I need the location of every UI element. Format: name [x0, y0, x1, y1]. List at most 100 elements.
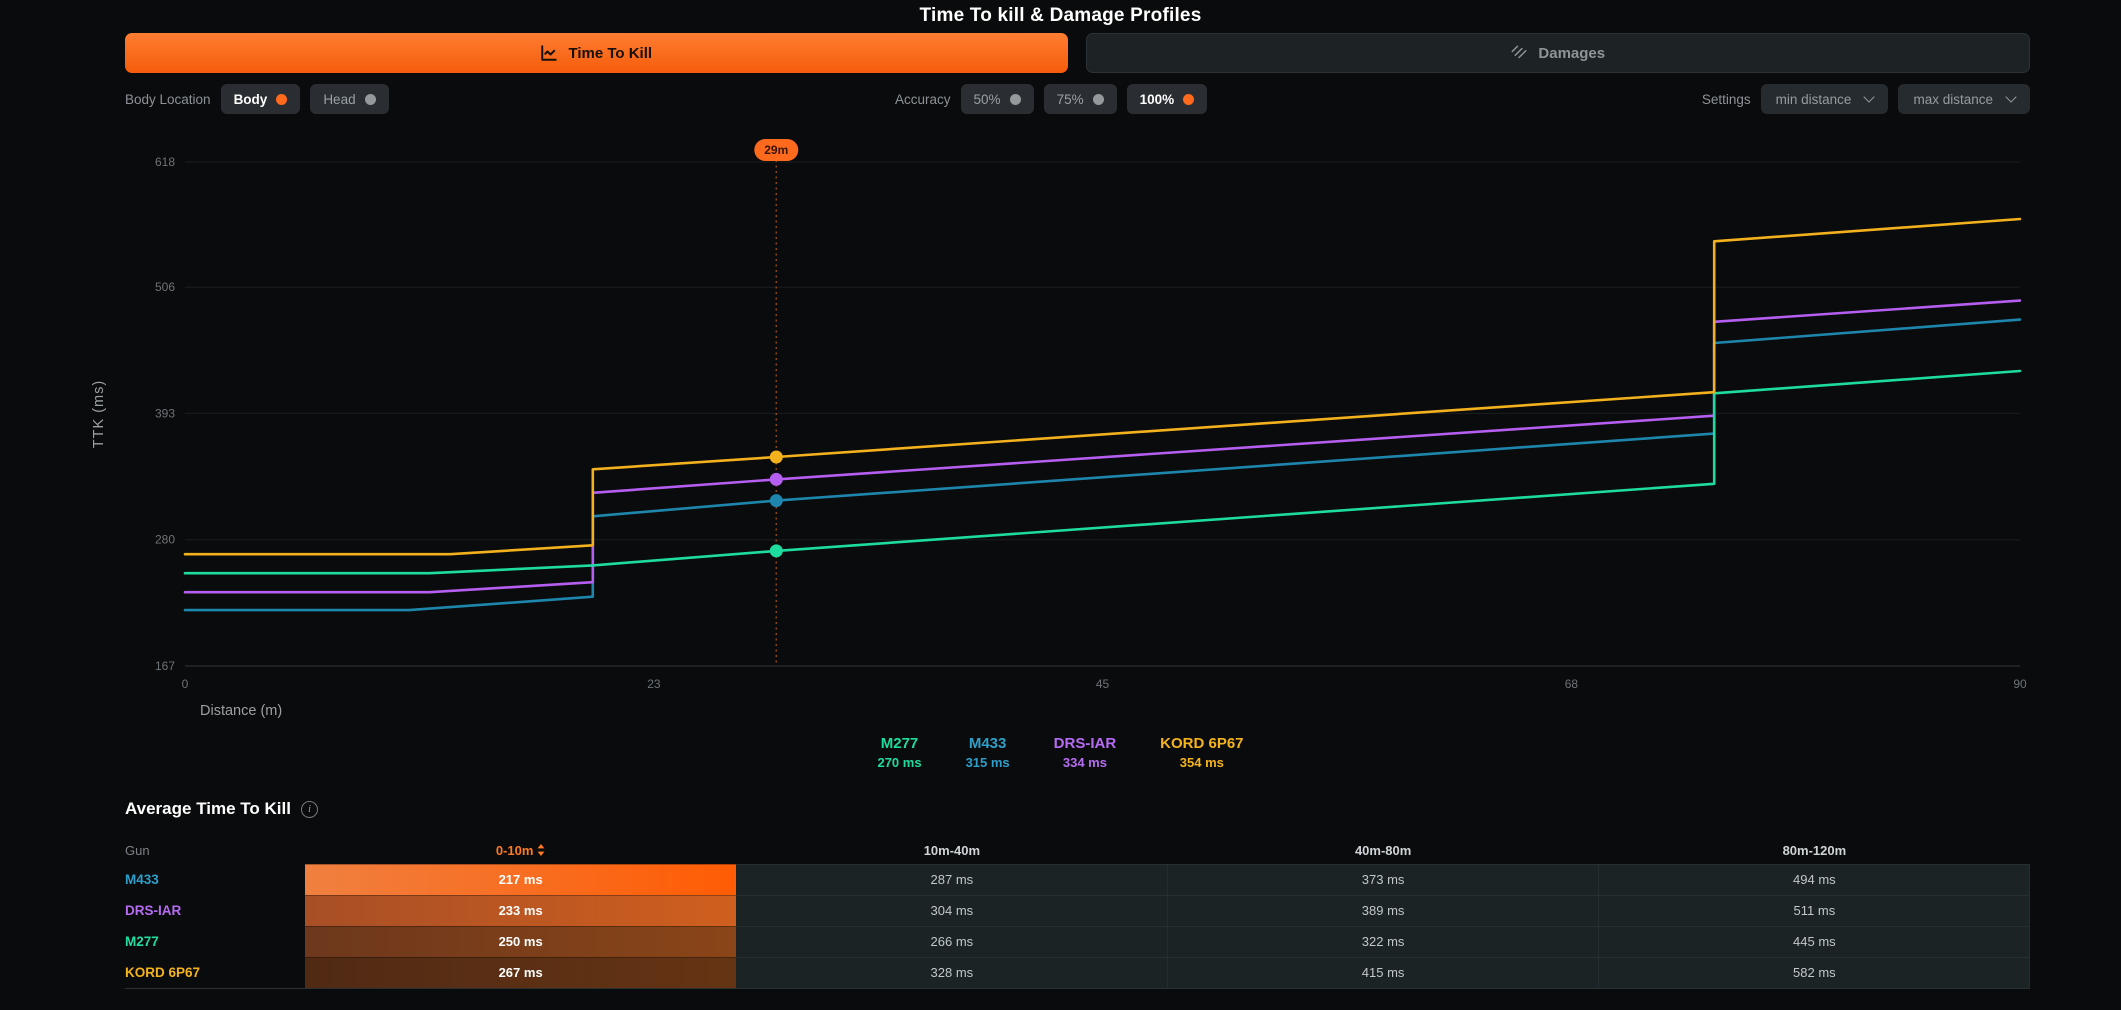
table-title-row: Average Time To Kill i	[125, 799, 2030, 819]
body-location-group: Body Location Body Head	[125, 84, 389, 114]
damage-slashes-icon	[1511, 45, 1527, 59]
controls-row: Body Location Body Head Accuracy 50% 75%…	[0, 84, 2121, 114]
gun-name: DRS-IAR	[125, 903, 182, 918]
table-body: M433 217 ms 287 ms 373 ms 494 ms DRS-IAR…	[125, 864, 2030, 989]
column-header-80m-120m[interactable]: 80m-120m	[1782, 842, 1847, 858]
active-dot-icon	[1183, 93, 1195, 105]
ttk-cell-0-10m: 233 ms	[305, 895, 737, 926]
ttk-cell-10m-40m: 287 ms	[736, 864, 1168, 895]
table-row: M433 217 ms 287 ms 373 ms 494 ms	[125, 864, 2030, 895]
accuracy-75-button[interactable]: 75%	[1043, 84, 1117, 114]
ttk-cell-40m-80m: 415 ms	[1167, 957, 1599, 988]
settings-group: Settings min distance max distance	[1702, 84, 2030, 114]
ttk-cell-10m-40m: 266 ms	[736, 926, 1168, 957]
table-title: Average Time To Kill	[125, 799, 291, 818]
table-row: M277 250 ms 266 ms 322 ms 445 ms	[125, 926, 2030, 957]
chart-line-m277	[183, 369, 2022, 575]
sort-arrows-icon	[538, 844, 545, 856]
accuracy-label: Accuracy	[895, 91, 951, 107]
accuracy-100-button[interactable]: 100%	[1126, 84, 1208, 114]
accuracy-50-label: 50%	[973, 91, 1001, 107]
tab-bar: Time To Kill Damages	[125, 33, 2030, 73]
legend-item-m433: M433 315 ms	[966, 735, 1010, 770]
column-header-10m-40m[interactable]: 10m-40m	[923, 842, 981, 858]
ttk-cell-80m-120m: 511 ms	[1598, 895, 2030, 926]
legend-gun-name: M433	[968, 735, 1007, 752]
y-axis-title: TTK (ms)	[91, 380, 107, 448]
legend-item-m277: M277 270 ms	[877, 735, 921, 770]
chart-line-kord-6p67	[183, 217, 2022, 556]
accuracy-50-button[interactable]: 50%	[960, 84, 1034, 114]
ttk-cell-80m-120m: 582 ms	[1598, 957, 2030, 988]
ttk-cell-10m-40m: 304 ms	[736, 895, 1168, 926]
ttk-cell-0-10m: 267 ms	[305, 957, 737, 988]
y-axis-tick: 167	[155, 659, 175, 673]
chart-point-kord-6p67	[769, 450, 783, 464]
legend-gun-name: M277	[880, 735, 919, 752]
average-ttk-section: Average Time To Kill i Gun 0-10m 10m-40m…	[125, 799, 2030, 989]
chart-point-m433	[769, 494, 783, 508]
body-button-label: Body	[233, 91, 268, 107]
y-axis-tick: 393	[155, 406, 175, 420]
body-location-label: Body Location	[125, 91, 211, 107]
chart-legend: M277 270 ms M433 315 ms DRS-IAR 334 ms K…	[0, 735, 2121, 770]
x-axis-tick: 0	[182, 677, 189, 691]
tab-damages[interactable]: Damages	[1085, 33, 2030, 73]
gun-name: M433	[125, 872, 159, 887]
tab-time-to-kill[interactable]: Time To Kill	[125, 33, 1068, 73]
legend-gun-name: DRS-IAR	[1053, 735, 1117, 752]
legend-gun-value: 270 ms	[877, 755, 922, 770]
chart-point-m277	[769, 544, 783, 558]
max-distance-dropdown[interactable]: max distance	[1898, 84, 2030, 114]
active-dot-icon	[276, 93, 288, 105]
ttk-line-chart[interactable]: 167 280 393 506 618 0 23 45 68 90 TTK (ms) Distance…	[0, 0, 2121, 760]
min-distance-label: min distance	[1775, 91, 1852, 107]
ttk-cell-0-10m: 250 ms	[305, 926, 737, 957]
legend-item-kord-6p67: KORD 6P67 354 ms	[1160, 735, 1243, 770]
ttk-cell-40m-80m: 322 ms	[1167, 926, 1599, 957]
inactive-dot-icon	[1009, 93, 1021, 105]
x-axis-title: Distance (m)	[200, 703, 282, 719]
ttk-cell-80m-120m: 494 ms	[1598, 864, 2030, 895]
table-header-row: Gun 0-10m 10m-40m 40m-80m 80m-120m	[125, 839, 2030, 861]
column-header-0-10m-label: 0-10m	[495, 842, 534, 858]
gun-name: KORD 6P67	[125, 965, 201, 980]
legend-gun-value: 334 ms	[1062, 755, 1107, 770]
distance-marker-label: 29m	[764, 143, 788, 157]
ttk-cell-10m-40m: 328 ms	[736, 957, 1168, 988]
legend-gun-value: 315 ms	[965, 755, 1010, 770]
legend-gun-name: KORD 6P67	[1160, 735, 1244, 752]
page-title: Time To kill & Damage Profiles	[919, 5, 1202, 26]
inactive-dot-icon	[1092, 93, 1104, 105]
accuracy-75-label: 75%	[1056, 91, 1084, 107]
ttk-cell-40m-80m: 373 ms	[1167, 864, 1599, 895]
x-axis-tick: 45	[1096, 677, 1110, 691]
column-header-0-10m[interactable]: 0-10m	[305, 843, 736, 858]
x-axis-tick: 23	[647, 677, 661, 691]
ttk-cell-80m-120m: 445 ms	[1598, 926, 2030, 957]
chart-line-m433	[183, 318, 2022, 612]
legend-item-drs-iar: DRS-IAR 334 ms	[1054, 735, 1117, 770]
min-distance-dropdown[interactable]: min distance	[1760, 84, 1889, 114]
settings-label: Settings	[1701, 91, 1751, 107]
table-row: KORD 6P67 267 ms 328 ms 415 ms 582 ms	[125, 957, 2030, 988]
column-header-gun[interactable]: Gun	[125, 842, 150, 858]
chart-point-drs-iar	[769, 472, 783, 486]
info-icon[interactable]: i	[300, 800, 318, 818]
column-header-40m-80m[interactable]: 40m-80m	[1354, 842, 1412, 858]
accuracy-100-label: 100%	[1139, 91, 1175, 107]
max-distance-label: max distance	[1913, 91, 1993, 107]
head-button-label: Head	[323, 91, 356, 107]
accuracy-group: Accuracy 50% 75% 100%	[895, 84, 1208, 114]
line-chart-icon	[541, 45, 558, 61]
tab-time-to-kill-label: Time To Kill	[568, 44, 653, 62]
y-axis-tick: 506	[155, 280, 175, 294]
body-location-head-button[interactable]: Head	[310, 84, 389, 114]
distance-marker-pill[interactable]	[754, 139, 799, 161]
x-axis-tick: 90	[2013, 677, 2027, 691]
x-axis-tick: 68	[1565, 677, 1579, 691]
inactive-dot-icon	[364, 93, 376, 105]
body-location-body-button[interactable]: Body	[220, 84, 301, 114]
ttk-cell-0-10m: 217 ms	[305, 864, 737, 895]
